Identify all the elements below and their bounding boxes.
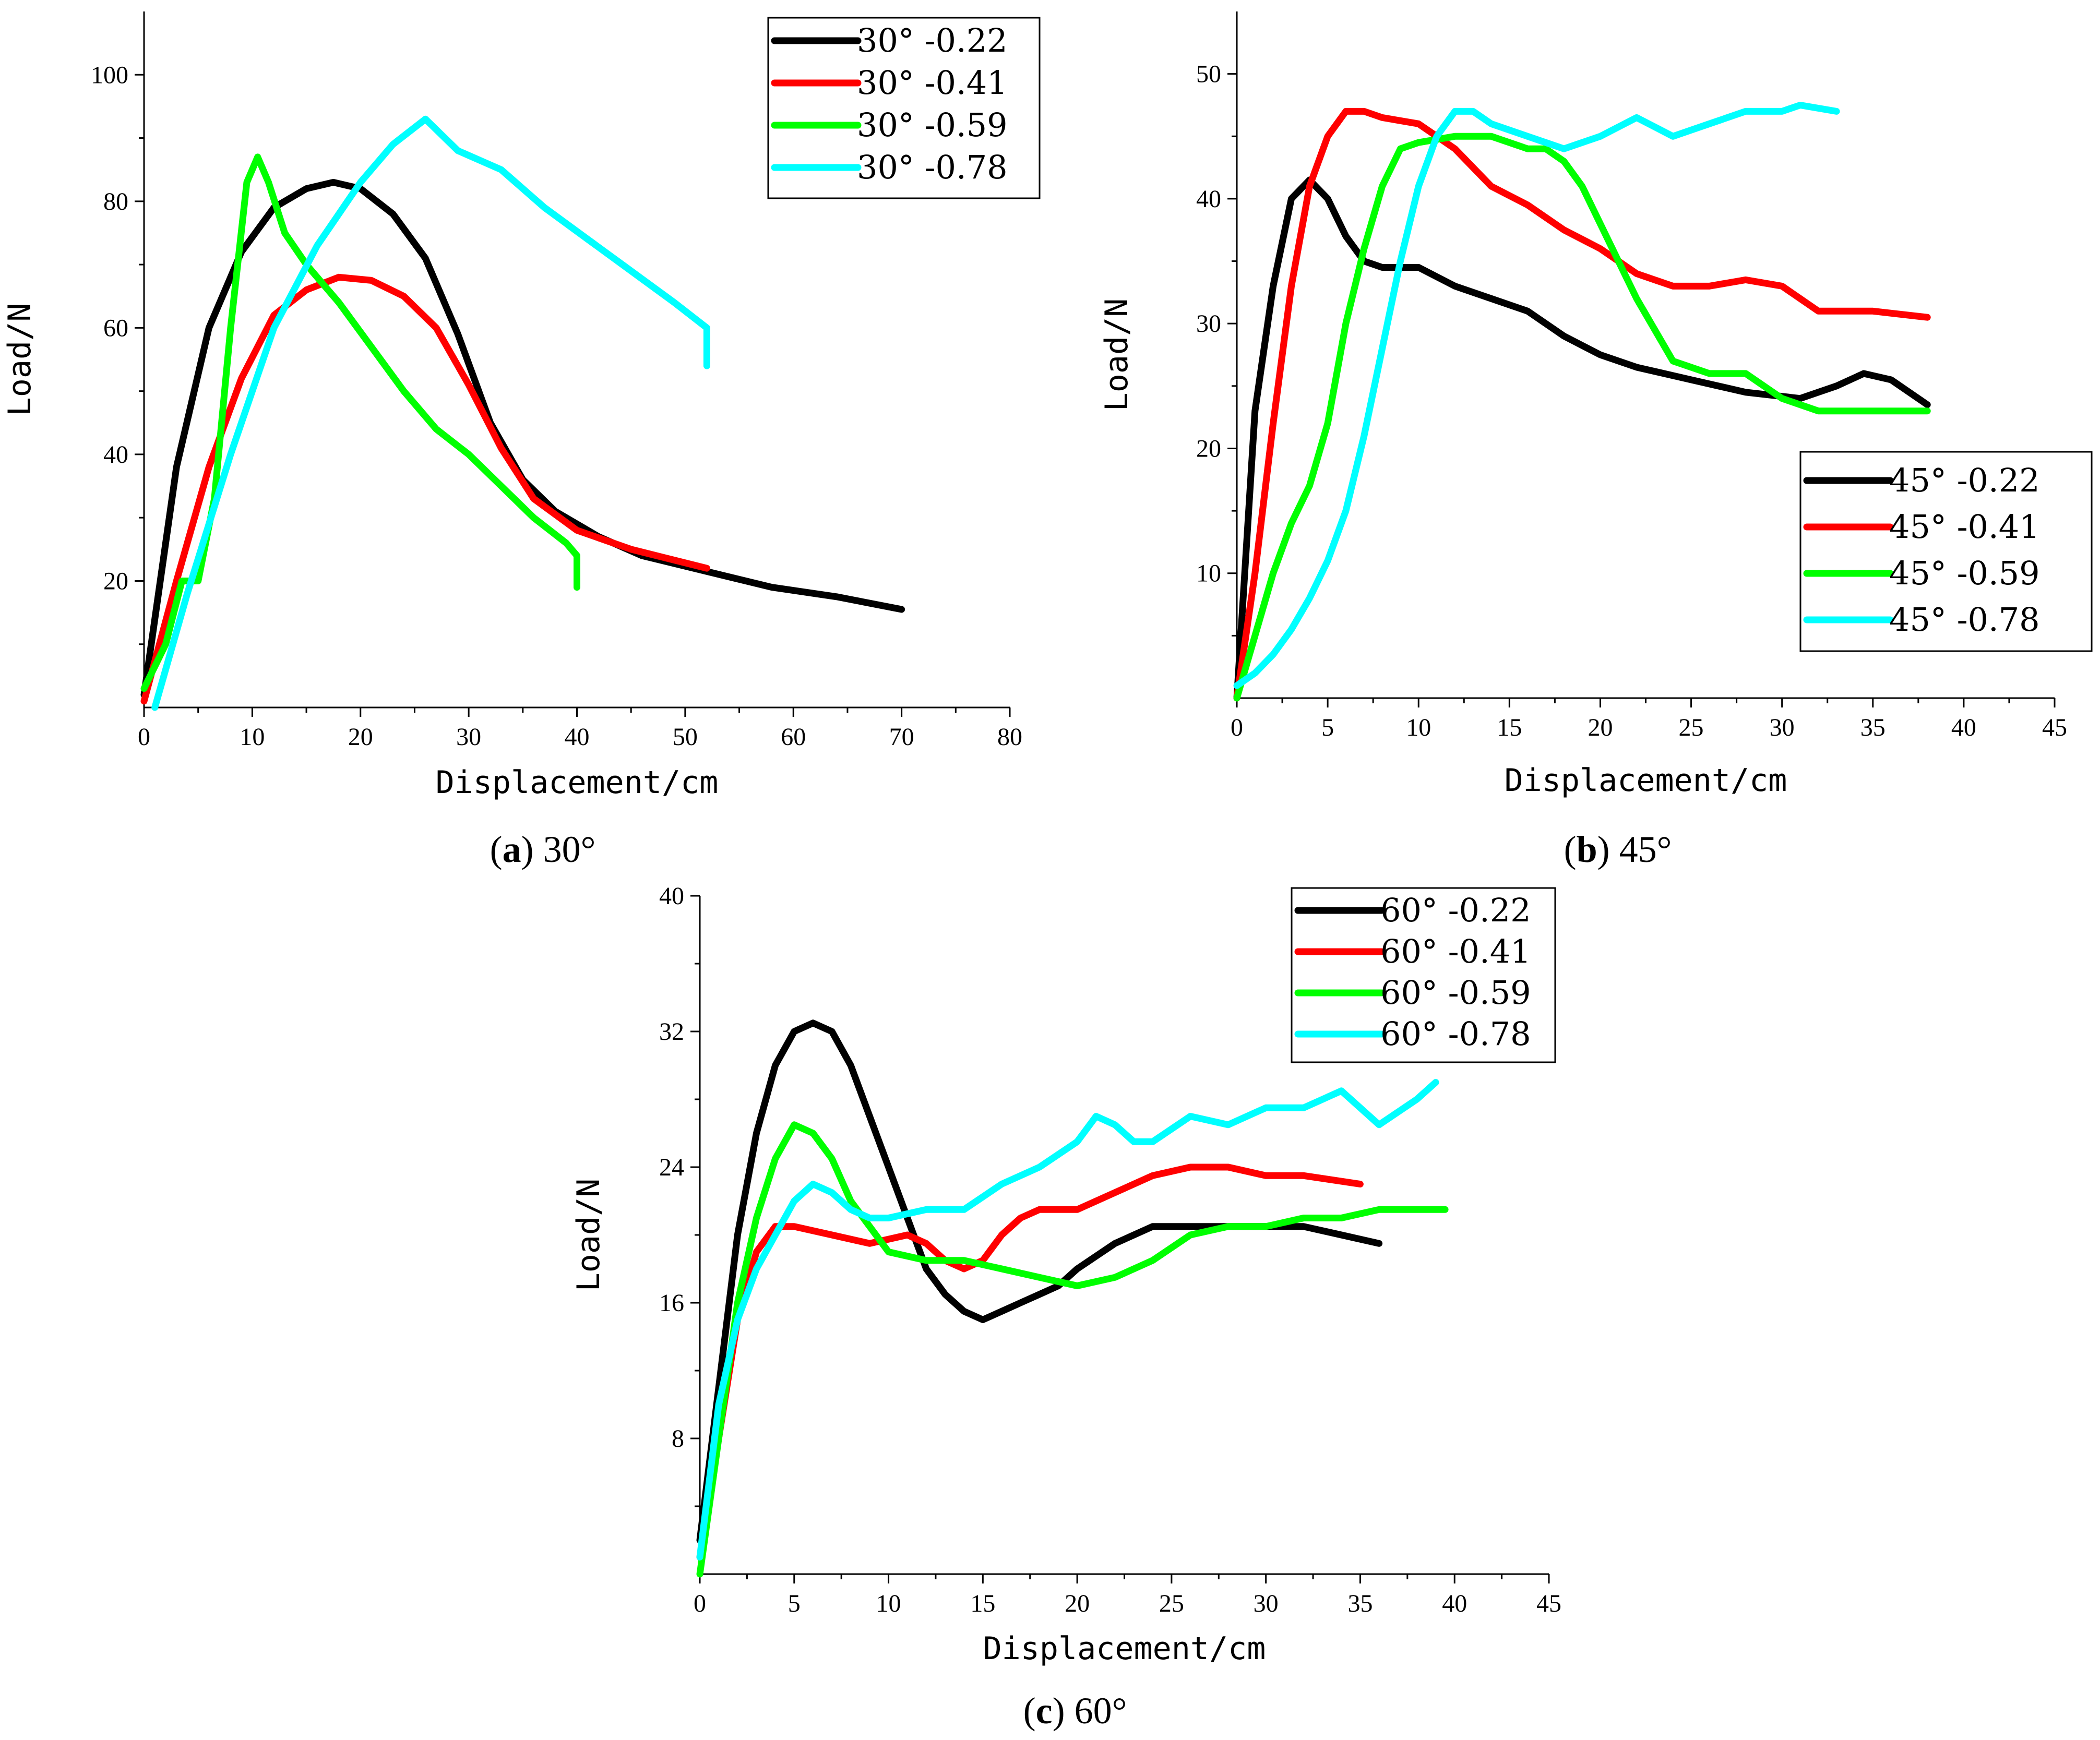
y-tick-label: 32 — [659, 1018, 684, 1046]
legend-label-1: 45° -0.22 — [1889, 461, 2040, 499]
series-line-4 — [696, 1079, 1439, 1561]
x-tick-label: 40 — [565, 723, 590, 751]
legend-label-3: 60° -0.59 — [1380, 974, 1531, 1012]
y-tick-label: 16 — [659, 1289, 684, 1317]
x-tick-label: 20 — [1588, 714, 1613, 741]
caption-angle: 30° — [543, 829, 596, 870]
x-tick-label: 50 — [673, 723, 698, 751]
panel-caption: (c) 60° — [1023, 1690, 1127, 1732]
x-tick-label: 0 — [138, 723, 150, 751]
panel-c: 0 5 10 15 20 25 30 35 40 45 8 16 24 32 40 Displacement/… — [570, 882, 1561, 1732]
y-tick-label: 100 — [91, 61, 128, 89]
x-tick-label: 0 — [694, 1590, 706, 1617]
caption-open-paren: ( — [490, 829, 503, 870]
x-tick-label: 80 — [997, 723, 1022, 751]
legend-label-3: 30° -0.59 — [857, 106, 1008, 144]
x-tick-label: 10 — [1406, 714, 1431, 741]
x-tick-label: 30 — [1254, 1590, 1279, 1617]
x-tick-label: 10 — [876, 1590, 901, 1617]
x-axis-title: Displacement/cm — [1505, 762, 1787, 799]
caption-open-paren: ( — [1564, 829, 1577, 870]
series-line-3 — [1233, 133, 1931, 702]
legend: 45° -0.22 45° -0.41 45° -0.59 45° -0.78 — [1799, 451, 2093, 652]
legend-label-1: 30° -0.22 — [857, 21, 1008, 59]
series-line-1 — [140, 178, 905, 699]
legend: 30° -0.22 30° -0.41 30° -0.59 30° -0.78 — [767, 17, 1041, 199]
x-tick-label: 30 — [456, 723, 481, 751]
caption-angle: 60° — [1075, 1690, 1127, 1732]
y-tick-label: 10 — [1196, 560, 1221, 587]
x-axis-title: Displacement/cm — [436, 764, 719, 801]
y-axis-title: Load/N — [2, 303, 38, 416]
caption-angle: 45° — [1619, 829, 1672, 870]
y-tick-label: 8 — [672, 1425, 684, 1453]
caption-close-paren: ) — [1597, 829, 1619, 870]
x-tick-label: 25 — [1679, 714, 1704, 741]
y-tick-label: 60 — [103, 314, 128, 342]
x-tick-label: 10 — [240, 723, 265, 751]
x-tick-label: 35 — [1860, 714, 1886, 741]
caption-letter: a — [503, 829, 521, 870]
caption-open-paren: ( — [1023, 1690, 1036, 1732]
legend-label-4: 30° -0.78 — [857, 148, 1008, 186]
x-tick-label: 20 — [348, 723, 373, 751]
panel-caption: (b) 45° — [1564, 829, 1672, 870]
y-tick-label: 50 — [1196, 61, 1221, 88]
series-line-4 — [151, 115, 710, 711]
caption-close-paren: ) — [1053, 1690, 1075, 1732]
panel-a: 0 10 20 30 40 50 60 70 80 20 40 60 80 100 Displacement… — [2, 11, 1041, 870]
x-axis-title: Displacement/cm — [983, 1630, 1266, 1667]
series-line-2 — [1233, 107, 1931, 702]
y-tick-label: 40 — [659, 882, 684, 910]
x-tick-label: 5 — [788, 1590, 801, 1617]
y-tick-label: 20 — [1196, 435, 1221, 462]
x-tick-label: 35 — [1347, 1590, 1373, 1617]
series-line-3 — [696, 1121, 1449, 1578]
x-tick-label: 5 — [1321, 714, 1334, 741]
caption-letter: c — [1036, 1690, 1053, 1732]
y-axis-title: Load/N — [570, 1179, 607, 1292]
y-tick-label: 20 — [103, 567, 128, 595]
y-tick-label: 40 — [1196, 185, 1221, 213]
y-tick-label: 24 — [659, 1154, 684, 1181]
y-axis-title: Load/N — [1099, 298, 1135, 412]
x-tick-label: 40 — [1442, 1590, 1467, 1617]
caption-letter: b — [1577, 829, 1597, 870]
x-tick-label: 0 — [1231, 714, 1243, 741]
series-line-2 — [140, 273, 710, 705]
series-line-1 — [696, 1019, 1383, 1544]
x-tick-label: 30 — [1770, 714, 1795, 741]
legend-label-2: 30° -0.41 — [857, 64, 1008, 102]
legend-label-3: 45° -0.59 — [1889, 554, 2040, 592]
x-tick-label: 20 — [1065, 1590, 1090, 1617]
y-tick-label: 30 — [1196, 310, 1221, 338]
x-tick-label: 15 — [1497, 714, 1522, 741]
x-tick-label: 70 — [889, 723, 914, 751]
legend-label-4: 60° -0.78 — [1380, 1015, 1531, 1053]
legend-label-1: 60° -0.22 — [1380, 891, 1531, 929]
caption-close-paren: ) — [521, 829, 543, 870]
x-tick-label: 40 — [1951, 714, 1976, 741]
panel-b: 0 5 10 15 20 25 30 35 40 45 10 20 30 40 50 Displacement… — [1099, 11, 2093, 870]
panel-caption: (a) 30° — [490, 829, 596, 870]
x-tick-label: 25 — [1159, 1590, 1184, 1617]
series-line-3 — [140, 153, 580, 692]
legend-label-2: 60° -0.41 — [1380, 932, 1531, 970]
x-tick-label: 15 — [970, 1590, 995, 1617]
series-line-1 — [1233, 176, 1931, 702]
x-tick-label: 60 — [781, 723, 806, 751]
y-tick-label: 80 — [103, 188, 128, 215]
x-tick-label: 45 — [1536, 1590, 1561, 1617]
y-tick-label: 40 — [103, 441, 128, 469]
legend-label-4: 45° -0.78 — [1889, 601, 2040, 639]
x-tick-label: 45 — [2042, 714, 2067, 741]
series-line-4 — [1233, 102, 1840, 689]
legend-label-2: 45° -0.41 — [1889, 508, 2040, 546]
